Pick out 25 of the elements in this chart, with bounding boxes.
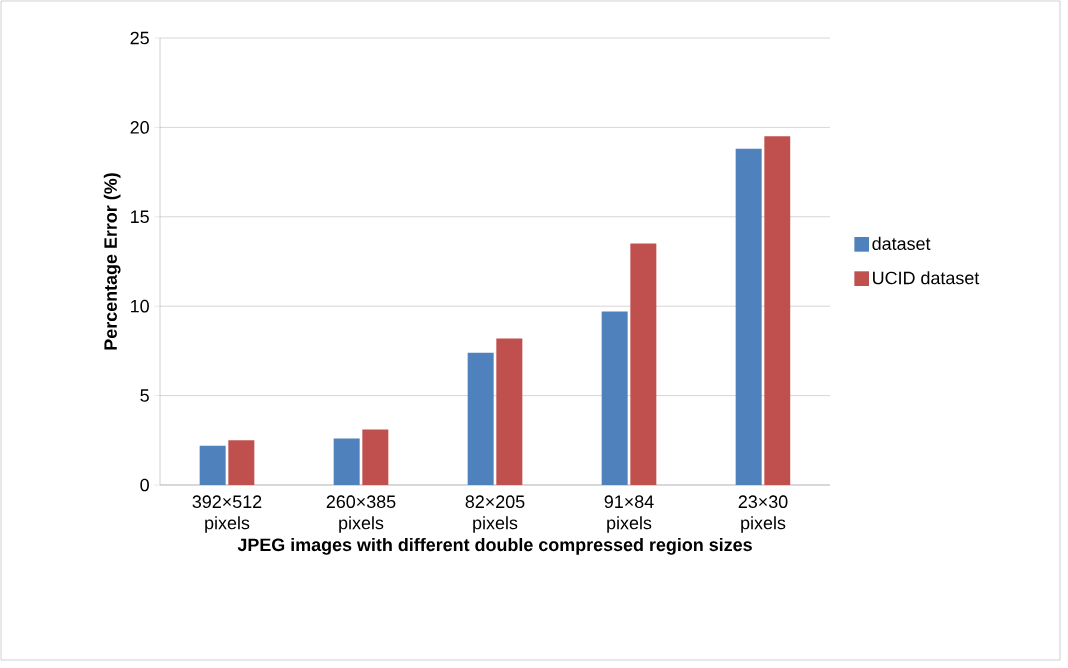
bar xyxy=(496,338,523,485)
legend-label: dataset xyxy=(872,236,931,251)
bar xyxy=(362,429,389,485)
x-tick-label: 392×512 pixels xyxy=(192,495,262,533)
bar xyxy=(764,136,791,485)
bar xyxy=(333,438,360,485)
bar xyxy=(228,440,255,485)
y-tick-label: 20 xyxy=(130,121,149,134)
y-tick-label: 0 xyxy=(140,478,149,492)
x-tick-label: 91×84 pixels xyxy=(604,495,654,533)
x-tick-label: 260×385 pixels xyxy=(326,495,396,533)
legend-label: UCID dataset xyxy=(873,271,980,285)
x-tick-label: 23×30 pixels xyxy=(738,495,788,533)
y-tick-label: 25 xyxy=(130,31,149,45)
y-tick-label: 15 xyxy=(131,210,149,224)
y-axis-title: Percentage Error (%) xyxy=(103,173,121,350)
x-tick-label: 82×205 pixels xyxy=(465,495,525,533)
bar xyxy=(601,311,628,485)
bar xyxy=(630,243,657,485)
bar xyxy=(199,445,226,485)
y-tick-label: 10 xyxy=(131,299,149,313)
bar xyxy=(735,148,762,485)
y-tick-label: 5 xyxy=(140,389,149,402)
x-axis-title: JPEG images with different double compressed region sizes xyxy=(237,537,752,555)
bar xyxy=(467,352,494,485)
